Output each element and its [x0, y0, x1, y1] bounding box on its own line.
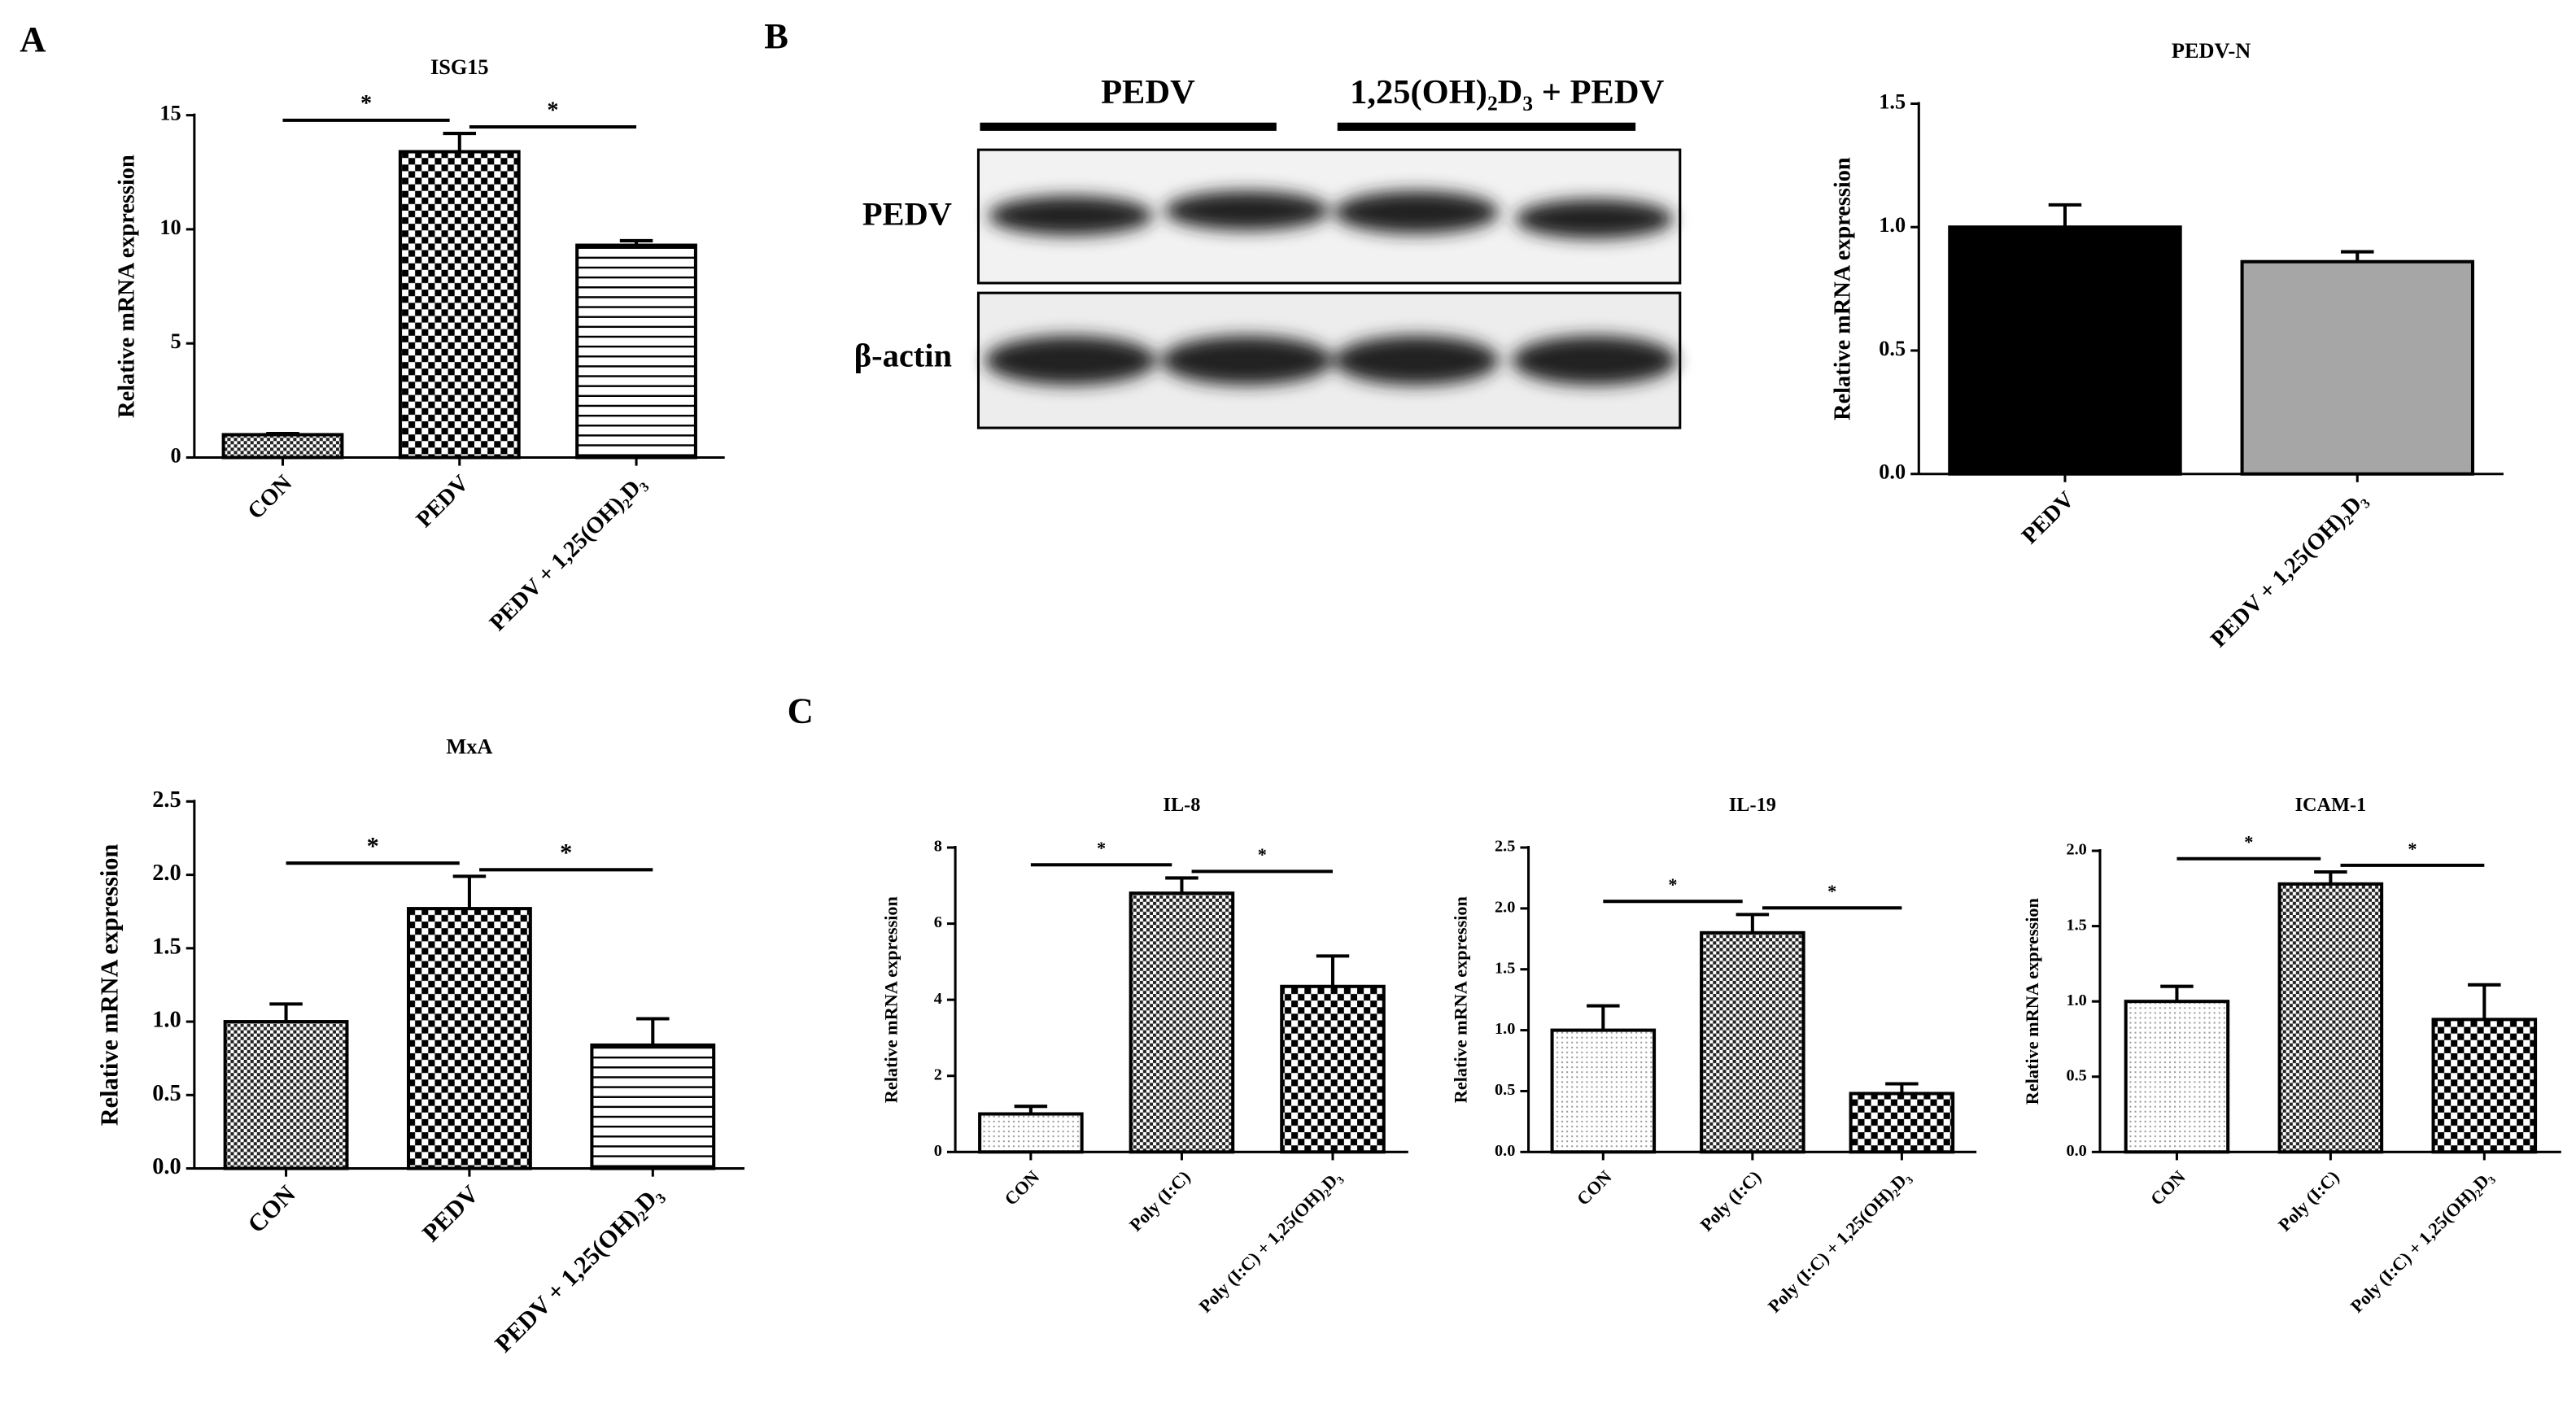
x-tick-label: PEDV [417, 1180, 484, 1247]
y-tick-label: 1.0 [1495, 1020, 1515, 1038]
y-tick-label: 0.5 [1879, 337, 1906, 360]
x-tick-label: Poly (I:C) [2274, 1166, 2343, 1236]
x-tick-label: Poly (I:C) [1125, 1166, 1194, 1236]
bar [223, 1020, 349, 1170]
significance-label: * [1668, 874, 1677, 895]
y-tick-label: 2.5 [152, 787, 181, 813]
y-tick-label: 0.0 [1879, 460, 1906, 484]
chart-title: PEDV-N [2172, 39, 2251, 63]
chart-title: ICAM-1 [2295, 794, 2367, 816]
panel-label: B [764, 15, 788, 56]
y-tick-label: 1.5 [1495, 959, 1515, 977]
x-tick-label: Poly (I:C) + 1,25(OH)₂D₃ [2347, 1166, 2497, 1317]
y-tick-label: 0.5 [2066, 1066, 2086, 1084]
y-tick-label: 2.0 [1495, 899, 1515, 917]
significance-label: * [2408, 839, 2417, 859]
bar [2277, 882, 2384, 1154]
bar [221, 433, 344, 460]
y-tick-label: 1.5 [2066, 916, 2086, 934]
bar [575, 243, 697, 460]
y-tick-label: 0.0 [1495, 1142, 1515, 1160]
chart-title: IL-19 [1729, 794, 1776, 816]
bar [407, 907, 532, 1170]
lane-group-label: 1,25(OH)₂D₃ + PEDV [1350, 73, 1664, 111]
y-axis-label: Relative mRNA expression [880, 896, 901, 1103]
y-tick-label: 1.5 [152, 934, 181, 959]
y-tick-label: 0 [934, 1142, 942, 1160]
x-tick-label: PEDV + 1,25(OH)₂D₃ [490, 1180, 668, 1358]
bar [1700, 930, 1805, 1154]
y-tick-label: 0.5 [1495, 1081, 1515, 1099]
y-tick-label: 2.5 [1495, 838, 1515, 856]
y-tick-label: 1.5 [1879, 90, 1906, 114]
western-blot: PEDV 1,25(OH)₂D₃ + PEDV PEDV β-actin [854, 73, 1682, 429]
bar [2124, 1000, 2230, 1154]
chart-title: ISG15 [430, 55, 489, 79]
x-tick-label: PEDV + 1,25(OH)₂D₃ [485, 470, 651, 636]
significance-label: * [1827, 881, 1836, 901]
y-tick-label: 6 [934, 913, 942, 931]
x-tick-label: CON [2146, 1166, 2190, 1209]
significance-label: * [547, 98, 558, 123]
bar [1550, 1028, 1657, 1154]
bar [398, 150, 521, 460]
blot-bands [985, 190, 1677, 386]
y-tick-label: 1.0 [152, 1008, 181, 1033]
y-tick-label: 0.0 [152, 1154, 181, 1179]
y-tick-label: 8 [934, 838, 942, 856]
x-tick-label: CON [242, 1180, 301, 1239]
lane-group-label: PEDV [1101, 73, 1195, 111]
x-tick-label: CON [243, 470, 298, 525]
y-tick-label: 2.0 [152, 861, 181, 886]
chart-title: IL-8 [1164, 794, 1201, 816]
y-axis-label: Relative mRNA expression [96, 844, 124, 1127]
x-tick-label: Poly (I:C) + 1,25(OH)₂D₃ [1764, 1166, 1915, 1317]
y-tick-label: 1.0 [1879, 213, 1906, 237]
bar [1280, 984, 1386, 1154]
x-tick-label: Poly (I:C) [1696, 1166, 1766, 1236]
significance-label: * [360, 91, 372, 116]
y-axis-label: Relative mRNA expression [1451, 896, 1471, 1103]
y-axis-label: Relative mRNA expression [1831, 157, 1856, 421]
significance-label: * [367, 832, 379, 860]
bar [2240, 259, 2474, 476]
bar [978, 1112, 1084, 1154]
y-tick-label: 0.0 [2066, 1142, 2086, 1160]
bar [1849, 1092, 1955, 1154]
y-tick-label: 10 [159, 216, 181, 239]
y-tick-label: 0.5 [152, 1081, 181, 1106]
bar [590, 1043, 716, 1170]
y-tick-label: 0 [171, 444, 181, 468]
panel-label: C [788, 690, 814, 730]
bar [1129, 891, 1235, 1154]
panel-label: A [20, 19, 46, 59]
x-tick-label: CON [1000, 1166, 1043, 1209]
x-tick-label: Poly (I:C) + 1,25(OH)₂D₃ [1195, 1166, 1346, 1317]
bar [2431, 1018, 2538, 1154]
blot-row-label: β-actin [854, 337, 952, 373]
y-tick-label: 1.0 [2066, 991, 2086, 1009]
significance-label: * [560, 839, 572, 866]
x-tick-label: PEDV [412, 470, 474, 533]
y-tick-label: 2.0 [2066, 841, 2086, 859]
bar [1948, 225, 2182, 476]
significance-label: * [2244, 832, 2253, 852]
y-tick-label: 15 [159, 102, 181, 125]
blot-row-label: PEDV [862, 195, 952, 232]
x-tick-label: PEDV + 1,25(OH)₂D₃ [2206, 487, 2372, 653]
significance-label: * [1258, 844, 1267, 865]
x-tick-label: PEDV [2017, 486, 2080, 549]
y-tick-label: 4 [934, 990, 942, 1008]
y-tick-label: 5 [171, 329, 181, 353]
x-tick-label: CON [1573, 1166, 1616, 1209]
significance-label: * [1097, 838, 1106, 858]
y-axis-label: Relative mRNA expression [114, 155, 139, 418]
y-tick-label: 2 [934, 1066, 942, 1083]
y-axis-label: Relative mRNA expression [2022, 897, 2042, 1105]
chart-title: MxA [446, 735, 492, 759]
